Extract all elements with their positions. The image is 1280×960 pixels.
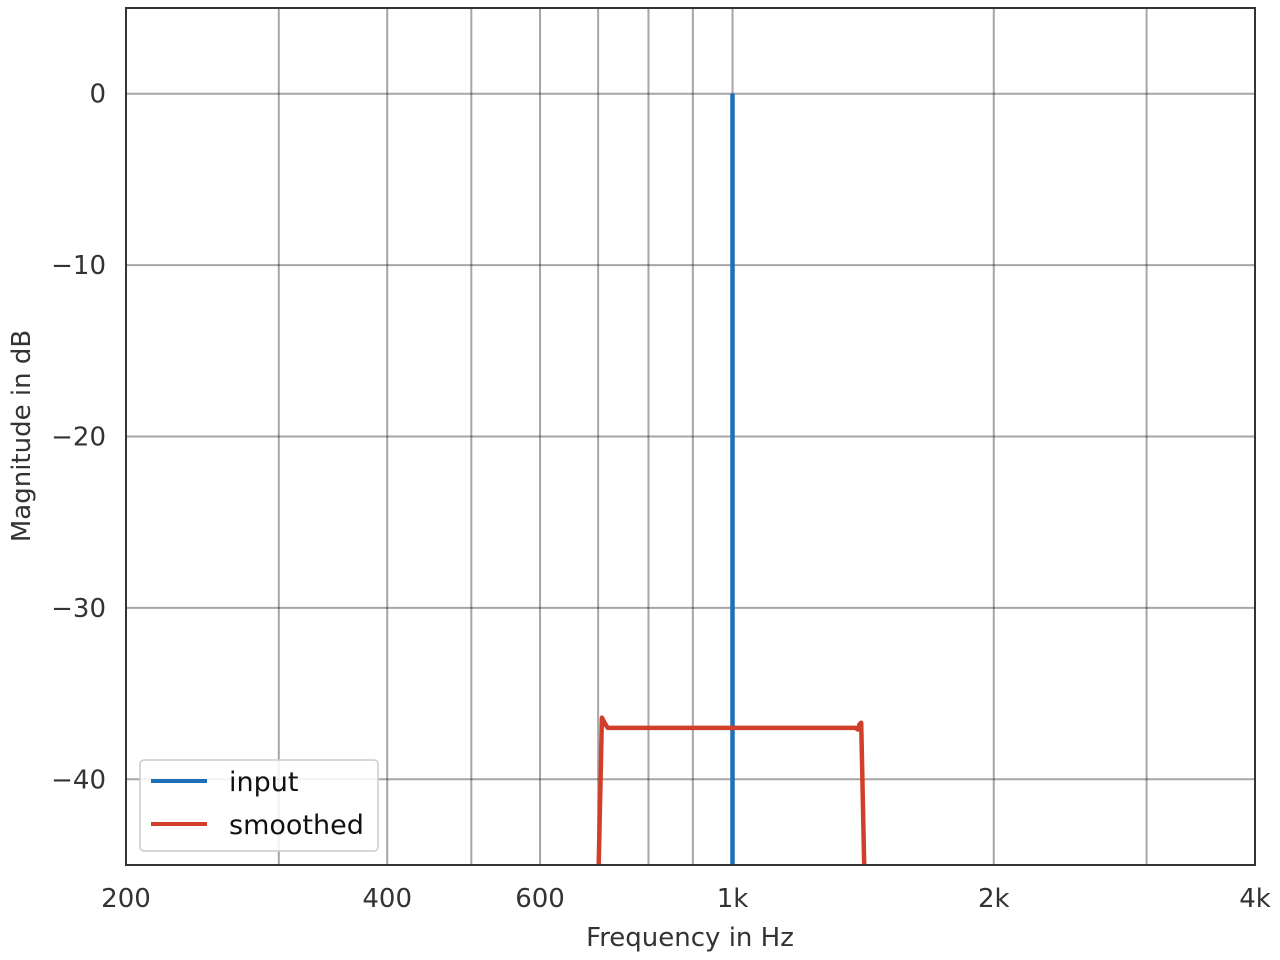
y-tick-label: 0 bbox=[89, 80, 106, 110]
legend-label-input: input bbox=[229, 767, 298, 798]
y-tick-label: −20 bbox=[51, 423, 106, 453]
x-tick-label: 200 bbox=[101, 884, 151, 914]
series-group bbox=[596, 93, 867, 865]
legend-label-smoothed: smoothed bbox=[229, 810, 364, 841]
x-tick-label: 400 bbox=[362, 884, 412, 914]
x-tick-label: 1k bbox=[717, 884, 749, 914]
y-tick-labels: 0 −10 −20 −30 −40 bbox=[51, 80, 106, 796]
y-tick-label: −10 bbox=[51, 251, 106, 281]
y-tick-label: −40 bbox=[51, 765, 106, 795]
y-tick-label: −30 bbox=[51, 594, 106, 624]
x-tick-label: 600 bbox=[515, 884, 565, 914]
legend: input smoothed bbox=[139, 759, 379, 852]
plot-frame bbox=[125, 7, 1256, 866]
x-tick-labels: 200 400 600 1k 2k 4k bbox=[101, 884, 1271, 914]
y-axis-label: Magnitude in dB bbox=[7, 330, 37, 542]
x-tick-label: 2k bbox=[978, 884, 1010, 914]
x-tick-label: 4k bbox=[1239, 884, 1271, 914]
series-line-smoothed bbox=[596, 715, 867, 865]
x-axis-label: Frequency in Hz bbox=[586, 923, 794, 953]
plot-background bbox=[126, 8, 1255, 865]
